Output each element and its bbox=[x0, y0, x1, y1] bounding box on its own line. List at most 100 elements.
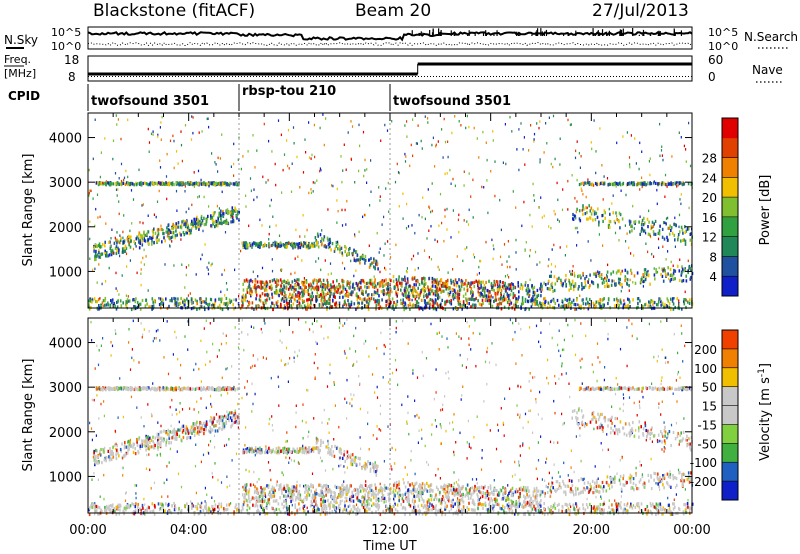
power-cell bbox=[468, 282, 471, 286]
power-cell bbox=[599, 181, 602, 185]
power-cell bbox=[595, 300, 598, 304]
power-cell bbox=[650, 300, 652, 304]
noise-right-tick-bottom: 10^0 bbox=[708, 40, 738, 53]
power-cell bbox=[348, 252, 350, 256]
power-cell bbox=[296, 304, 298, 308]
power-cell bbox=[197, 169, 200, 173]
power-cell bbox=[281, 280, 284, 284]
power-cell bbox=[125, 302, 127, 306]
power-cell bbox=[623, 302, 626, 306]
power-cell bbox=[333, 292, 335, 296]
power-cell bbox=[446, 283, 449, 287]
power-cell bbox=[441, 298, 443, 302]
power-cell bbox=[208, 302, 211, 306]
power-cell bbox=[388, 287, 390, 291]
velocity-cell bbox=[93, 451, 95, 455]
velocity-cell bbox=[108, 508, 110, 512]
power-cell bbox=[512, 286, 515, 290]
power-cell bbox=[606, 282, 609, 286]
power-cell bbox=[223, 181, 226, 185]
power-cell bbox=[511, 130, 513, 133]
power-cell bbox=[644, 271, 646, 275]
y-tick-label: 4000 bbox=[49, 132, 82, 147]
velocity-cell bbox=[256, 509, 258, 513]
power-cell bbox=[417, 293, 419, 296]
power-cell bbox=[116, 231, 118, 234]
power-cell bbox=[570, 272, 573, 276]
power-cell bbox=[643, 216, 645, 220]
power-cell bbox=[318, 303, 321, 307]
power-cell bbox=[352, 290, 354, 294]
power-cell bbox=[524, 299, 527, 303]
power-cell bbox=[396, 284, 399, 288]
power-cell bbox=[369, 204, 371, 207]
power-cell bbox=[582, 212, 584, 216]
velocity-cell bbox=[225, 421, 228, 425]
power-cell bbox=[97, 298, 100, 302]
power-cell bbox=[690, 275, 692, 280]
power-cell bbox=[323, 295, 326, 299]
velocity-cell bbox=[162, 439, 165, 443]
power-cell bbox=[687, 259, 689, 263]
power-cell bbox=[326, 307, 328, 311]
power-cell bbox=[139, 302, 142, 306]
power-cell bbox=[114, 246, 117, 250]
power-cell bbox=[314, 236, 317, 240]
power-cell bbox=[647, 304, 649, 308]
power-cell bbox=[95, 181, 98, 185]
power-cell bbox=[238, 295, 240, 298]
power-cell bbox=[156, 239, 159, 243]
power-cell bbox=[114, 172, 117, 175]
power-cell bbox=[386, 299, 389, 303]
power-cell bbox=[606, 284, 608, 288]
power-cell bbox=[680, 136, 682, 139]
power-cell bbox=[659, 154, 661, 158]
velocity-cell bbox=[119, 447, 122, 452]
power-cell bbox=[473, 126, 475, 130]
power-cell bbox=[680, 193, 682, 196]
power-cell bbox=[273, 243, 275, 247]
power-cell bbox=[313, 123, 315, 127]
power-cell bbox=[543, 151, 545, 154]
power-cell bbox=[689, 164, 692, 168]
power-cell bbox=[443, 239, 445, 243]
power-cell bbox=[179, 231, 181, 235]
power-cell bbox=[366, 293, 369, 297]
power-cell bbox=[607, 297, 610, 301]
power-cell bbox=[326, 278, 329, 282]
power-cell bbox=[278, 234, 281, 237]
power-cell bbox=[643, 182, 645, 186]
power-cell bbox=[159, 159, 161, 162]
power-cell bbox=[536, 263, 538, 266]
power-cell bbox=[281, 290, 284, 294]
power-cell bbox=[398, 205, 400, 208]
power-cell bbox=[463, 303, 466, 307]
velocity-cell bbox=[149, 440, 151, 445]
velocity-cell bbox=[90, 504, 92, 508]
power-cell bbox=[314, 155, 316, 159]
power-cell bbox=[517, 305, 519, 309]
power-cell bbox=[243, 279, 246, 283]
power-cell bbox=[628, 284, 630, 288]
power-cell bbox=[540, 282, 542, 286]
power-cell bbox=[600, 304, 602, 308]
velocity-cell bbox=[235, 420, 238, 424]
velocity-cell bbox=[116, 507, 118, 511]
power-cell bbox=[509, 286, 512, 291]
power-cell bbox=[533, 138, 535, 141]
velocity-cell bbox=[111, 504, 113, 508]
power-cell bbox=[236, 215, 238, 219]
power-cell bbox=[336, 285, 338, 289]
power-cell bbox=[438, 287, 441, 291]
power-cell bbox=[473, 253, 475, 256]
velocity-cell bbox=[196, 426, 199, 430]
power-cell bbox=[368, 293, 370, 296]
power-cell bbox=[271, 150, 273, 153]
velocity-cell bbox=[414, 505, 416, 509]
power-cell bbox=[151, 229, 154, 233]
power-cell bbox=[509, 293, 512, 297]
power-cell bbox=[317, 285, 320, 289]
power-cell bbox=[469, 284, 471, 288]
power-cell bbox=[219, 213, 222, 217]
power-cell bbox=[602, 305, 605, 309]
